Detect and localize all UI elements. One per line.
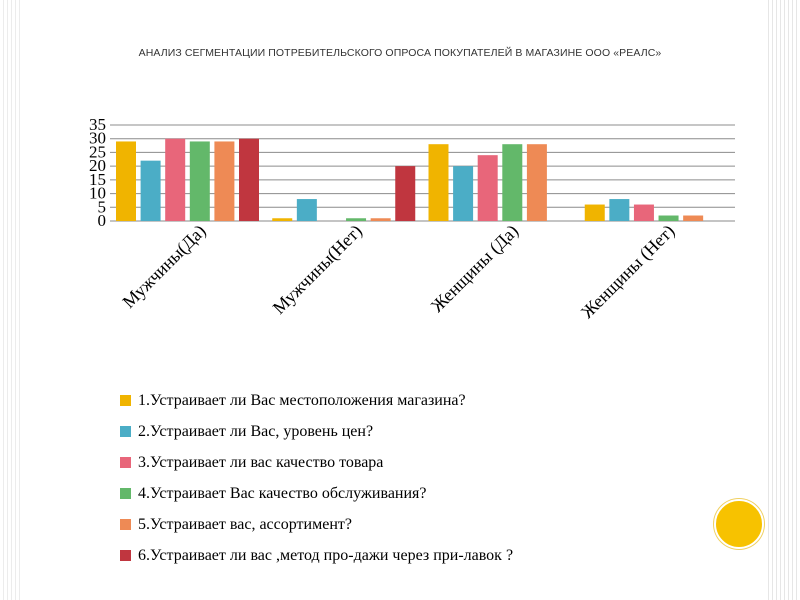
y-tick-label: 15: [89, 170, 106, 189]
bar-series-4-4: [658, 215, 679, 221]
bar-series-4-1: [189, 141, 210, 221]
x-category-label: Женщины (Да): [427, 221, 523, 317]
legend-item: 1.Устраивает ли Вас местоположения магаз…: [120, 385, 513, 416]
bar-series-1-4: [584, 204, 605, 221]
bar-series-3-3: [477, 155, 498, 221]
bar-series-6-1: [239, 138, 259, 221]
x-category-label: Мужчины(Нет): [269, 221, 367, 319]
legend-item: 4.Устраивает Вас качество обслуживания?: [120, 478, 513, 509]
legend-item: 5.Устраивает вас, ассортимент?: [120, 509, 513, 540]
bar-series-2-4: [609, 199, 630, 221]
legend-swatch: [120, 488, 131, 499]
bar-series-5-2: [370, 218, 391, 221]
legend-item: 6.Устраивает ли вас ,метод про-дажи чере…: [120, 540, 513, 571]
y-tick-label: 30: [89, 129, 106, 148]
y-tick-label: 25: [89, 142, 106, 161]
x-category-label: Женщины (Нет): [577, 221, 679, 323]
bar-series-6-2: [395, 166, 416, 221]
legend-swatch: [120, 426, 131, 437]
bar-series-2-2: [296, 199, 317, 221]
legend-item: 2.Устраивает ли Вас, уровень цен?: [120, 416, 513, 447]
legend-label: 2.Устраивает ли Вас, уровень цен?: [138, 422, 374, 440]
y-tick-label: 5: [98, 197, 107, 216]
bar-series-4-2: [346, 218, 367, 221]
page-edge-right: [768, 0, 800, 600]
bar-series-3-4: [633, 204, 654, 221]
y-tick-label: 10: [89, 184, 106, 203]
bar-series-1-1: [116, 141, 136, 221]
legend-swatch: [120, 457, 131, 468]
bar-series-5-3: [526, 144, 547, 221]
chart-legend: 1.Устраивает ли Вас местоположения магаз…: [120, 385, 513, 571]
legend-swatch: [120, 519, 131, 530]
bar-series-1-2: [272, 218, 293, 221]
page-edge-left: [0, 0, 22, 600]
legend-item: 3.Устраивает ли вас качество товара: [120, 447, 513, 478]
decorative-circle: [714, 499, 764, 549]
legend-swatch: [120, 395, 131, 406]
bar-series-5-1: [214, 141, 235, 221]
legend-label: 3.Устраивает ли вас качество товара: [138, 453, 384, 471]
legend-label: 1.Устраивает ли Вас местоположения магаз…: [138, 391, 466, 409]
x-category-label: Мужчины(Да): [118, 221, 210, 313]
legend-label: 5.Устраивает вас, ассортимент?: [138, 515, 352, 533]
bar-series-2-1: [140, 160, 161, 221]
bar-series-5-4: [683, 215, 704, 221]
y-tick-label: 0: [98, 211, 107, 230]
bar-series-1-3: [428, 144, 449, 221]
legend-swatch: [120, 550, 131, 561]
bar-series-2-3: [453, 166, 474, 221]
bar-series-3-1: [165, 138, 186, 221]
legend-label: 4.Устраивает Вас качество обслуживания?: [138, 484, 427, 502]
y-tick-label: 20: [89, 156, 106, 175]
bar-series-4-3: [502, 144, 523, 221]
legend-label: 6.Устраивает ли вас ,метод про-дажи чере…: [138, 546, 514, 564]
y-tick-label: 35: [89, 115, 106, 134]
slide-title: АНАЛИЗ СЕГМЕНТАЦИИ ПОТРЕБИТЕЛЬСКОГО ОПРО…: [138, 47, 662, 59]
